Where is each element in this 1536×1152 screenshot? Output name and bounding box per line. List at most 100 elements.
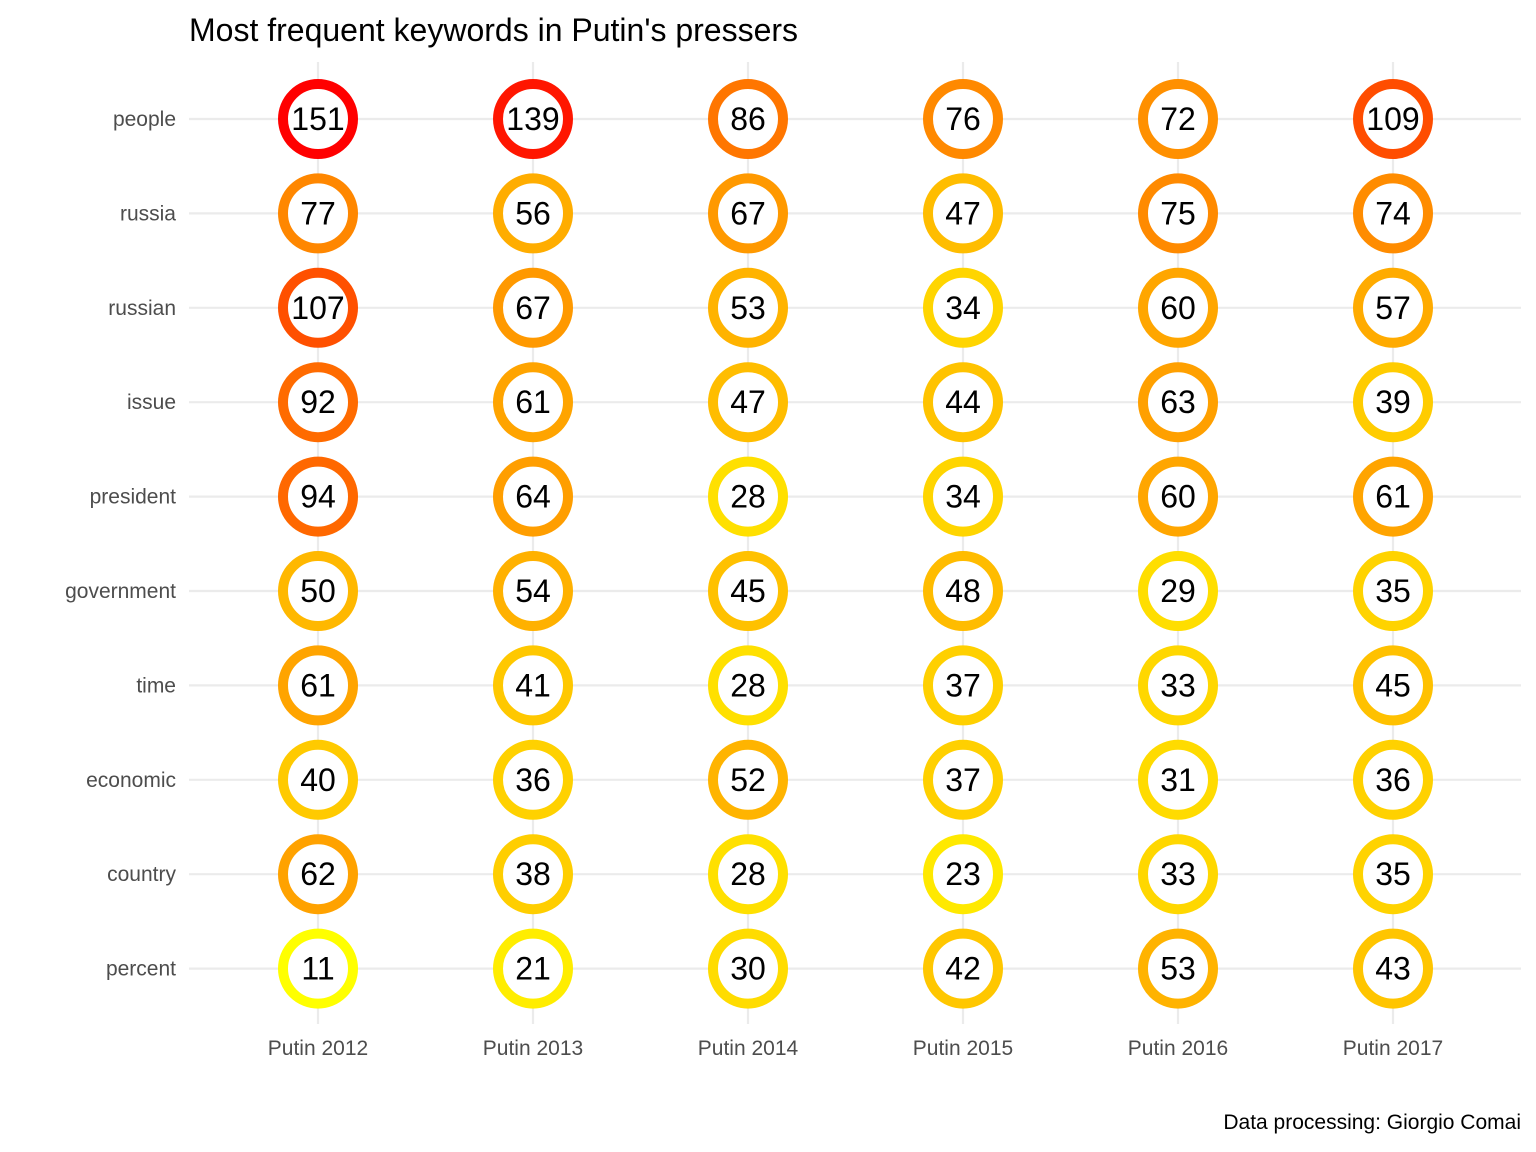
- value-label-russian-putin-2016: 60: [1160, 290, 1196, 326]
- ring-government-putin-2012: [278, 551, 358, 631]
- value-label-country-putin-2013: 38: [515, 856, 551, 892]
- value-label-president-putin-2012: 94: [300, 479, 336, 515]
- ring-president-putin-2012: [278, 456, 358, 537]
- ring-percent-putin-2015: [923, 928, 1003, 1009]
- ring-country-putin-2013: [493, 834, 573, 915]
- ring-time-putin-2014: [708, 645, 788, 726]
- ring-russian-putin-2012: [278, 267, 358, 348]
- value-label-russian-putin-2017: 57: [1375, 290, 1411, 326]
- x-tick-putin-2016: Putin 2016: [1128, 1037, 1228, 1060]
- value-label-country-putin-2016: 33: [1160, 856, 1196, 892]
- value-label-country-putin-2012: 62: [300, 856, 336, 892]
- value-label-country-putin-2014: 28: [730, 856, 766, 892]
- ring-percent-putin-2012: [278, 928, 358, 1009]
- ring-russia-putin-2014: [708, 173, 788, 254]
- value-label-people-putin-2014: 86: [730, 101, 766, 137]
- ring-russian-putin-2016: [1138, 267, 1218, 348]
- value-label-russia-putin-2012: 77: [300, 195, 336, 231]
- ring-government-putin-2014: [708, 551, 788, 631]
- value-label-economic-putin-2013: 36: [515, 762, 551, 798]
- ring-issue-putin-2016: [1138, 362, 1218, 443]
- ring-time-putin-2017: [1353, 645, 1433, 726]
- ring-president-putin-2017: [1353, 456, 1433, 537]
- value-label-russia-putin-2014: 67: [730, 195, 766, 231]
- value-label-issue-putin-2012: 92: [300, 384, 336, 420]
- ring-people-putin-2012: [278, 79, 358, 159]
- value-label-president-putin-2017: 61: [1375, 479, 1411, 515]
- ring-country-putin-2017: [1353, 834, 1433, 915]
- ring-russia-putin-2017: [1353, 173, 1433, 254]
- ring-issue-putin-2015: [923, 362, 1003, 443]
- ring-president-putin-2016: [1138, 456, 1218, 537]
- value-label-economic-putin-2012: 40: [300, 762, 336, 798]
- x-axis-labels: Putin 2012 Putin 2013 Putin 2014 Putin 2015…: [268, 1037, 1443, 1060]
- ring-people-putin-2015: [923, 79, 1003, 159]
- ring-russia-putin-2015: [923, 173, 1003, 254]
- value-label-president-putin-2013: 64: [515, 479, 551, 515]
- value-label-russia-putin-2017: 74: [1375, 195, 1411, 231]
- value-label-percent-putin-2016: 53: [1160, 951, 1196, 987]
- value-label-president-putin-2015: 34: [945, 479, 981, 515]
- y-tick-president: president: [90, 486, 177, 509]
- ring-people-putin-2014: [708, 79, 788, 159]
- grid-lines: [189, 62, 1521, 1024]
- value-label-russia-putin-2015: 47: [945, 195, 981, 231]
- ring-country-putin-2012: [278, 834, 358, 915]
- ring-time-putin-2015: [923, 645, 1003, 726]
- ring-government-putin-2017: [1353, 551, 1433, 631]
- ring-russian-putin-2017: [1353, 267, 1433, 348]
- value-label-people-putin-2012: 151: [291, 101, 344, 137]
- ring-russian-putin-2015: [923, 267, 1003, 348]
- ring-time-putin-2013: [493, 645, 573, 726]
- ring-people-putin-2017: [1353, 79, 1433, 159]
- value-label-government-putin-2012: 50: [300, 573, 336, 609]
- ring-issue-putin-2017: [1353, 362, 1433, 443]
- y-tick-issue: issue: [127, 391, 176, 414]
- y-tick-russia: russia: [120, 202, 176, 225]
- ring-russia-putin-2013: [493, 173, 573, 254]
- value-label-president-putin-2014: 28: [730, 479, 766, 515]
- value-label-percent-putin-2015: 42: [945, 951, 981, 987]
- ring-russian-putin-2014: [708, 267, 788, 348]
- ring-russian-putin-2013: [493, 267, 573, 348]
- x-tick-putin-2013: Putin 2013: [483, 1037, 583, 1060]
- value-label-issue-putin-2013: 61: [515, 384, 551, 420]
- value-label-economic-putin-2017: 36: [1375, 762, 1411, 798]
- value-label-russian-putin-2014: 53: [730, 290, 766, 326]
- y-tick-government: government: [65, 580, 176, 603]
- chart-title: Most frequent keywords in Putin's presse…: [189, 12, 798, 48]
- y-axis-labels: people russia russian issue president governm…: [65, 108, 176, 981]
- x-tick-putin-2012: Putin 2012: [268, 1037, 368, 1060]
- value-label-government-putin-2016: 29: [1160, 573, 1196, 609]
- ring-issue-putin-2014: [708, 362, 788, 443]
- ring-government-putin-2013: [493, 551, 573, 631]
- chart-caption: Data processing: Giorgio Comai: [1223, 1111, 1521, 1134]
- ring-percent-putin-2013: [493, 928, 573, 1009]
- value-label-economic-putin-2014: 52: [730, 762, 766, 798]
- value-label-issue-putin-2017: 39: [1375, 384, 1411, 420]
- ring-government-putin-2016: [1138, 551, 1218, 631]
- ring-economic-putin-2013: [493, 739, 573, 820]
- value-label-percent-putin-2014: 30: [730, 951, 766, 987]
- ring-country-putin-2016: [1138, 834, 1218, 915]
- value-label-percent-putin-2013: 21: [515, 951, 551, 987]
- ring-time-putin-2012: [278, 645, 358, 726]
- value-label-time-putin-2015: 37: [945, 667, 981, 703]
- x-tick-putin-2015: Putin 2015: [913, 1037, 1013, 1060]
- ring-russia-putin-2016: [1138, 173, 1218, 254]
- ring-country-putin-2015: [923, 834, 1003, 915]
- y-tick-time: time: [136, 674, 176, 697]
- ring-president-putin-2015: [923, 456, 1003, 537]
- value-label-time-putin-2014: 28: [730, 667, 766, 703]
- value-label-russia-putin-2013: 56: [515, 195, 551, 231]
- ring-country-putin-2014: [708, 834, 788, 915]
- ring-government-putin-2015: [923, 551, 1003, 631]
- ring-percent-putin-2016: [1138, 928, 1218, 1009]
- value-label-russian-putin-2012: 107: [291, 290, 344, 326]
- value-label-president-putin-2016: 60: [1160, 479, 1196, 515]
- value-label-percent-putin-2012: 11: [301, 951, 334, 987]
- value-label-country-putin-2017: 35: [1375, 856, 1411, 892]
- value-label-russia-putin-2016: 75: [1160, 195, 1196, 231]
- ring-issue-putin-2013: [493, 362, 573, 443]
- value-label-government-putin-2015: 48: [945, 573, 981, 609]
